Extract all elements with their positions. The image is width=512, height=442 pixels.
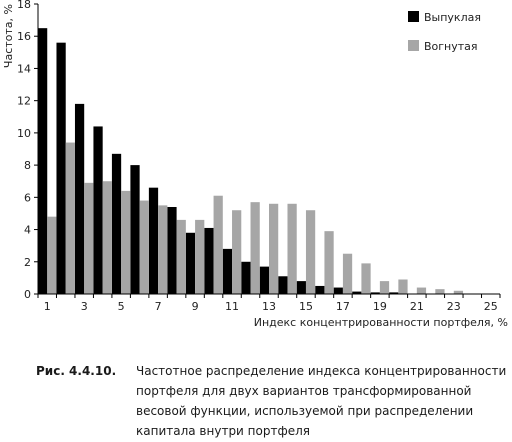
bar-convex-3 [74,103,85,294]
x-tick-label: 19 [373,300,387,313]
x-tick-label: 25 [484,300,498,313]
y-tick-label: 6 [24,191,31,204]
legend-swatch [408,40,419,51]
bar-series [38,28,464,295]
bar-concave-20 [398,279,408,294]
x-tick-label: 5 [118,300,125,313]
bar-convex-20 [389,292,399,294]
y-tick-label: 0 [24,288,31,301]
x-axis-title: Индекс концентрированности портфеля, % [254,316,508,329]
bar-convex-12 [241,261,251,294]
bar-concave-5 [121,190,131,294]
bar-concave-10 [213,195,223,294]
figure-label: Рис. 4.4.10. [36,364,117,378]
bar-concave-11 [232,210,242,294]
bar-concave-1 [47,216,57,294]
bar-concave-14 [287,203,297,294]
bar-concave-2 [65,142,75,294]
bar-convex-13 [259,266,269,294]
bar-convex-2 [56,42,66,294]
legend-label: Вогнутая [424,40,478,53]
bar-concave-3 [84,182,94,294]
bar-convex-18 [352,291,362,294]
bar-concave-4 [102,181,112,294]
figure-caption: Рис. 4.4.10. Частотное распределение инд… [36,361,508,441]
bar-convex-8 [167,207,177,294]
bar-concave-16 [324,231,334,294]
legend: Выпуклая Вогнутая [408,11,481,53]
y-tick-label: 18 [17,0,31,11]
bar-convex-6 [130,165,140,294]
x-tick-label: 13 [262,300,276,313]
y-axis-ticks: 0 2 4 6 8 10 12 14 16 18 [17,0,38,301]
y-axis-title: Частота, % [2,4,15,68]
bar-convex-9 [185,232,196,294]
bar-concave-12 [250,202,260,294]
bar-convex-17 [333,287,343,294]
bar-concave-9 [195,219,205,294]
x-tick-label: 11 [225,300,239,313]
bar-concave-17 [342,253,353,294]
legend-label: Выпуклая [424,11,481,24]
x-tick-label: 15 [299,300,313,313]
bar-concave-23 [453,290,464,294]
y-tick-label: 14 [17,62,31,75]
x-tick-label: 17 [336,300,350,313]
x-tick-label: 7 [155,300,162,313]
bar-convex-5 [111,153,122,294]
y-tick-label: 10 [17,127,31,140]
bar-concave-6 [139,200,149,294]
bar-concave-19 [379,281,390,294]
bar-convex-10 [204,227,214,294]
x-tick-label: 23 [447,300,461,313]
bar-concave-13 [269,203,279,294]
x-axis-ticks: 1 3 5 7 9 11 13 15 17 19 21 23 25 [37,294,501,313]
figure-caption-text: Частотное распределение индекса концентр… [136,364,507,438]
bar-concave-8 [176,219,186,294]
bar-convex-4 [93,126,103,294]
x-tick-label: 1 [44,300,51,313]
bar-convex-16 [315,285,325,294]
bar-convex-15 [296,281,306,294]
bar-convex-1 [38,28,48,295]
x-tick-label: 21 [410,300,424,313]
bar-concave-15 [305,210,316,294]
bar-convex-7 [148,187,159,294]
x-tick-label: 9 [192,300,199,313]
bar-concave-22 [435,289,445,294]
y-tick-label: 12 [17,95,31,108]
legend-swatch [408,11,419,22]
y-tick-label: 16 [17,30,31,43]
bar-convex-19 [370,292,380,294]
bar-convex-11 [222,248,233,294]
y-tick-label: 2 [24,256,31,269]
bar-concave-21 [416,287,427,294]
y-tick-label: 8 [24,159,31,172]
bar-convex-14 [278,276,288,294]
x-tick-label: 3 [81,300,88,313]
bar-concave-7 [158,205,168,294]
y-tick-label: 4 [24,224,31,237]
bar-concave-18 [361,263,371,294]
